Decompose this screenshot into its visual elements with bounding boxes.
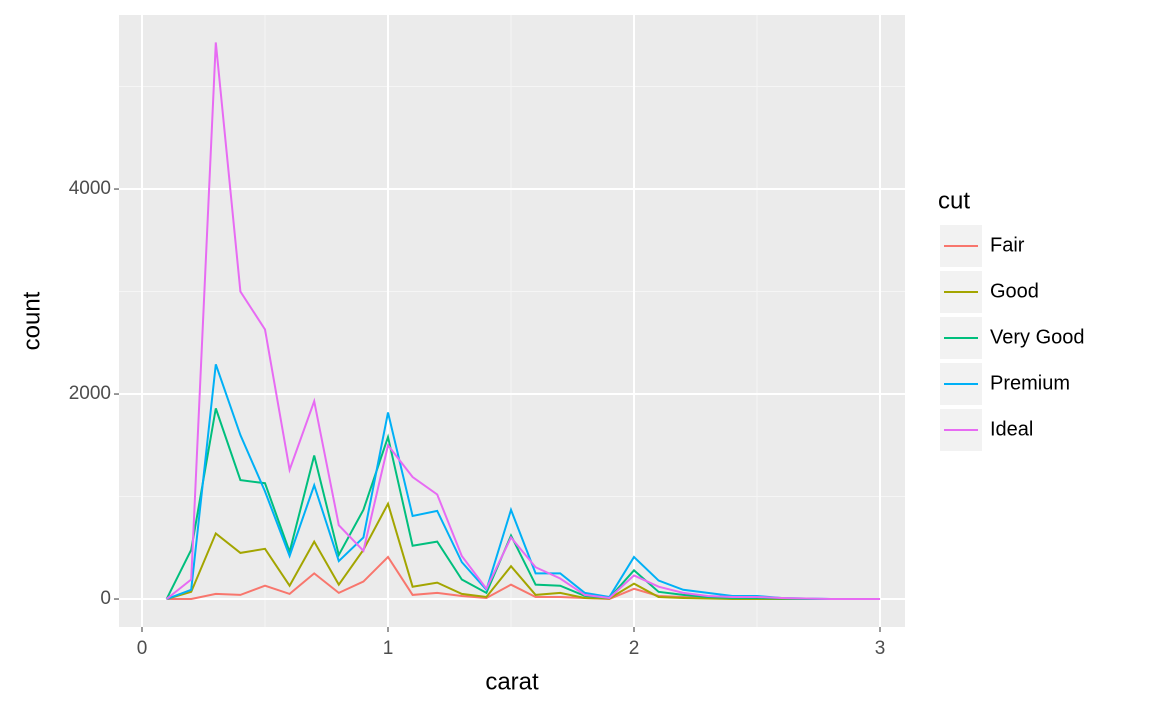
legend-label: Good (990, 280, 1039, 302)
panel (119, 15, 905, 627)
legend-label: Fair (990, 234, 1025, 256)
x-tick-label: 0 (137, 638, 148, 659)
legend-title: cut (938, 187, 970, 214)
legend-label: Ideal (990, 418, 1033, 440)
x-tick-label: 3 (875, 638, 886, 659)
y-tick-label: 4000 (69, 178, 111, 199)
x-tick-label: 1 (383, 638, 394, 659)
y-tick-label: 0 (100, 588, 111, 609)
x-tick-label: 2 (629, 638, 640, 659)
y-axis-title: count (18, 291, 45, 350)
series-line (165, 42, 881, 601)
legend-label: Very Good (990, 326, 1085, 348)
x-axis-title: carat (485, 668, 539, 695)
legend-label: Premium (990, 372, 1070, 394)
y-tick-label: 2000 (69, 383, 111, 404)
